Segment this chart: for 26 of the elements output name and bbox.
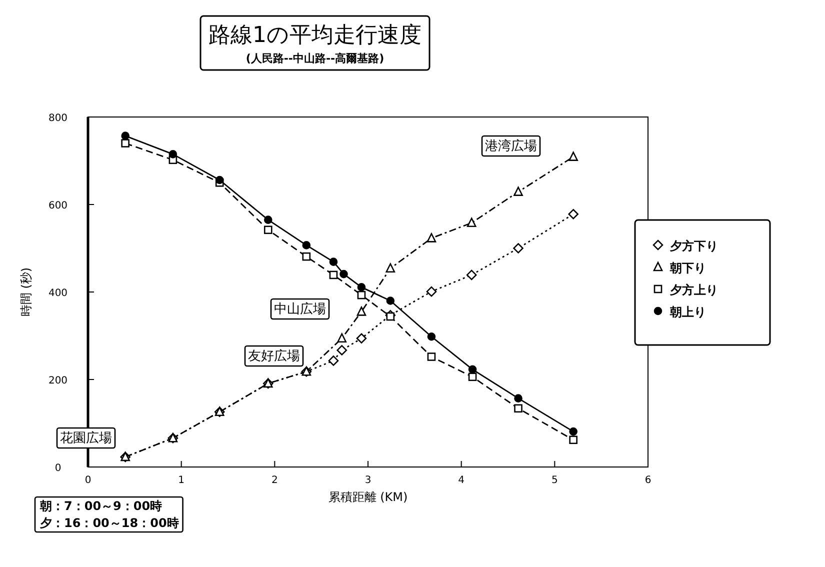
legend-label: 朝上り bbox=[669, 305, 706, 319]
x-tick-label: 0 bbox=[84, 475, 92, 486]
note: 朝：7：00～9：00時 bbox=[40, 499, 162, 513]
y-tick-label: 600 bbox=[48, 200, 68, 212]
annotation: 友好広場 bbox=[248, 349, 300, 364]
x-tick-label: 4 bbox=[458, 475, 465, 486]
y-tick-label: 800 bbox=[48, 113, 68, 124]
x-tick-label: 1 bbox=[178, 475, 185, 486]
annotation: 花園広場 bbox=[60, 431, 112, 446]
subtitle: (人民路--中山路--高爾基路) bbox=[246, 52, 384, 65]
x-tick-label: 5 bbox=[551, 475, 558, 486]
y-tick-label: 200 bbox=[48, 376, 68, 386]
y-tick-label: 400 bbox=[48, 288, 68, 299]
annotation: 港湾広場 bbox=[485, 139, 537, 154]
y-axis-title: 時間 (秒) bbox=[19, 267, 33, 317]
y-tick-label: 0 bbox=[54, 463, 62, 474]
x-tick-label: 2 bbox=[271, 475, 278, 486]
x-tick-label: 6 bbox=[644, 475, 652, 486]
x-tick-label: 3 bbox=[364, 475, 372, 486]
title: 路線1の平均走行速度 bbox=[208, 23, 422, 48]
legend-label: 朝下り bbox=[669, 261, 706, 275]
annotation: 中山広場 bbox=[274, 302, 326, 317]
note: 夕：16：00～18：00時 bbox=[40, 516, 179, 530]
x-axis-title: 累積距離 (KM) bbox=[328, 490, 408, 504]
legend-label: 夕方下り bbox=[669, 239, 718, 253]
legend-label: 夕方上り bbox=[669, 283, 718, 297]
